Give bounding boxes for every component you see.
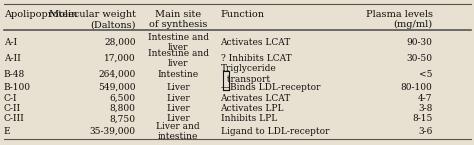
Text: 8,800: 8,800 <box>110 104 136 113</box>
Text: Function: Function <box>220 10 264 19</box>
Text: Liver: Liver <box>166 94 190 103</box>
Text: 80-100: 80-100 <box>401 83 433 92</box>
Text: Liver and
intestine: Liver and intestine <box>156 122 200 141</box>
Text: Intestine: Intestine <box>157 70 199 79</box>
Text: E: E <box>4 127 10 136</box>
Text: 3-8: 3-8 <box>418 104 433 113</box>
Text: Plasma levels
(mg/ml): Plasma levels (mg/ml) <box>365 10 433 29</box>
Text: 549,000: 549,000 <box>98 83 136 92</box>
Text: Triglyceride
  transport: Triglyceride transport <box>220 64 276 84</box>
Text: Liver: Liver <box>166 104 190 113</box>
Text: 8-15: 8-15 <box>412 114 433 123</box>
Text: 8,750: 8,750 <box>109 114 136 123</box>
Text: Activates LPL: Activates LPL <box>220 104 284 113</box>
Text: C-I: C-I <box>4 94 17 103</box>
Text: Molecular weight
(Daltons): Molecular weight (Daltons) <box>49 10 136 29</box>
Text: <5: <5 <box>419 70 433 79</box>
Text: Activates LCAT: Activates LCAT <box>220 94 291 103</box>
Text: A-I: A-I <box>4 38 17 47</box>
Text: 3-6: 3-6 <box>418 127 433 136</box>
Text: Activates LCAT: Activates LCAT <box>220 38 291 47</box>
Text: 35-39,000: 35-39,000 <box>90 127 136 136</box>
Text: Intestine and
liver: Intestine and liver <box>147 32 209 52</box>
Text: B-48: B-48 <box>4 70 25 79</box>
Text: B-100: B-100 <box>4 83 31 92</box>
Text: Intestine and
liver: Intestine and liver <box>147 49 209 68</box>
Text: Liver: Liver <box>166 114 190 123</box>
Text: 6,500: 6,500 <box>109 94 136 103</box>
Text: 4-7: 4-7 <box>418 94 433 103</box>
Text: Apolipoprotein: Apolipoprotein <box>4 10 77 19</box>
Text: A-II: A-II <box>4 54 20 63</box>
Text: ? Inhibits LCAT: ? Inhibits LCAT <box>220 54 291 63</box>
Text: —Binds LDL-receptor: —Binds LDL-receptor <box>220 83 320 92</box>
Text: Main site
of synthesis: Main site of synthesis <box>149 10 207 29</box>
Text: 28,000: 28,000 <box>104 38 136 47</box>
Text: C-II: C-II <box>4 104 21 113</box>
Text: 90-30: 90-30 <box>407 38 433 47</box>
Text: Liver: Liver <box>166 83 190 92</box>
Text: 17,000: 17,000 <box>104 54 136 63</box>
Text: 30-50: 30-50 <box>407 54 433 63</box>
Text: Inhibits LPL: Inhibits LPL <box>220 114 277 123</box>
Text: Ligand to LDL-receptor: Ligand to LDL-receptor <box>220 127 329 136</box>
Text: 264,000: 264,000 <box>99 70 136 79</box>
Text: C-III: C-III <box>4 114 25 123</box>
